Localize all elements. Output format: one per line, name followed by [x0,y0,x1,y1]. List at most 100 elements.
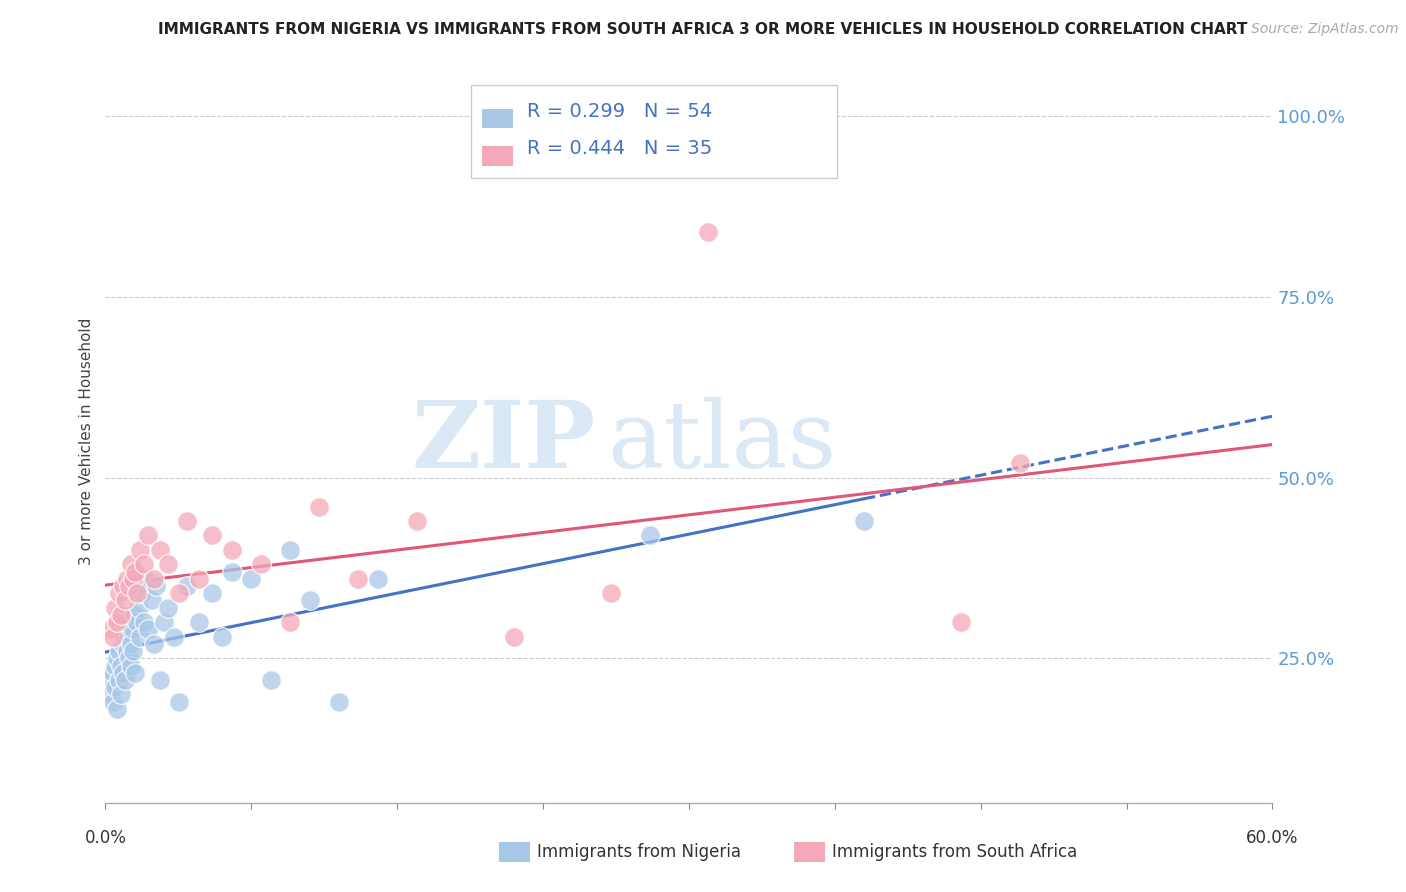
Point [156,558,179,572]
Text: R = 0.299   N = 54: R = 0.299 N = 54 [527,102,713,121]
Point [240,572,263,586]
Point [145,579,167,593]
Point [100,687,122,701]
Point [125,615,148,630]
Point [136,623,159,637]
Point [114,630,136,644]
Point [135,572,157,586]
Point [405,514,427,528]
Point [278,542,301,557]
Text: atlas: atlas [607,397,837,486]
Point [950,615,973,630]
Point [129,542,152,557]
Text: IMMIGRANTS FROM NIGERIA VS IMMIGRANTS FROM SOUTH AFRICA 3 OR MORE VEHICLES IN HO: IMMIGRANTS FROM NIGERIA VS IMMIGRANTS FR… [159,22,1247,37]
Point [367,572,389,586]
Point [153,615,174,630]
Point [118,630,141,644]
Point [638,528,661,542]
Point [143,572,166,586]
Point [149,673,172,687]
Point [201,528,224,542]
Point [250,558,273,572]
Point [176,579,198,593]
Text: Source: ZipAtlas.com: Source: ZipAtlas.com [1251,22,1399,37]
Point [128,600,150,615]
Point [260,673,283,687]
Point [110,607,132,622]
Point [141,593,163,607]
Point [221,565,243,579]
Point [169,695,191,709]
Point [108,586,131,600]
Point [121,572,143,586]
Point [120,658,142,673]
Point [105,702,128,716]
Point [104,600,127,615]
Y-axis label: 3 or more Vehicles in Household: 3 or more Vehicles in Household [79,318,94,566]
Point [104,658,127,673]
Text: 60.0%: 60.0% [1246,829,1299,847]
Point [103,630,125,644]
Point [124,565,146,579]
Point [111,579,134,593]
Point [118,579,141,593]
Point [124,665,146,680]
Point [129,630,152,644]
Point [114,673,136,687]
Point [108,644,131,658]
Point [697,225,720,239]
Point [104,680,127,694]
Point [118,651,141,665]
Point [111,637,134,651]
Point [105,615,128,630]
Point [211,630,233,644]
Point [115,644,138,658]
Point [308,500,330,514]
Text: 0.0%: 0.0% [84,829,127,847]
Point [852,514,875,528]
Point [110,687,132,701]
Point [105,651,128,665]
Text: R = 0.444   N = 35: R = 0.444 N = 35 [527,139,713,159]
Point [121,644,143,658]
Point [169,586,191,600]
Point [201,586,224,600]
Point [187,572,209,586]
Point [98,673,121,687]
Point [100,623,122,637]
Text: Immigrants from Nigeria: Immigrants from Nigeria [537,843,741,861]
Point [111,665,134,680]
Point [134,558,156,572]
Point [503,630,526,644]
Point [120,637,142,651]
Point [156,600,179,615]
Text: ZIP: ZIP [412,397,596,486]
Point [298,593,321,607]
Point [162,630,184,644]
Point [600,586,623,600]
Point [347,572,370,586]
Point [115,615,138,630]
Point [115,572,138,586]
Point [149,542,172,557]
Point [131,586,153,600]
Point [121,623,143,637]
Point [143,637,166,651]
Point [114,593,136,607]
Point [108,673,131,687]
Point [110,658,132,673]
Point [221,542,243,557]
Point [125,586,148,600]
Point [134,615,156,630]
Text: Immigrants from South Africa: Immigrants from South Africa [832,843,1077,861]
Point [278,615,301,630]
Point [103,695,125,709]
Point [103,665,125,680]
Point [187,615,209,630]
Point [120,558,142,572]
Point [1008,456,1031,470]
Point [328,695,350,709]
Point [124,607,146,622]
Point [176,514,198,528]
Point [136,528,159,542]
